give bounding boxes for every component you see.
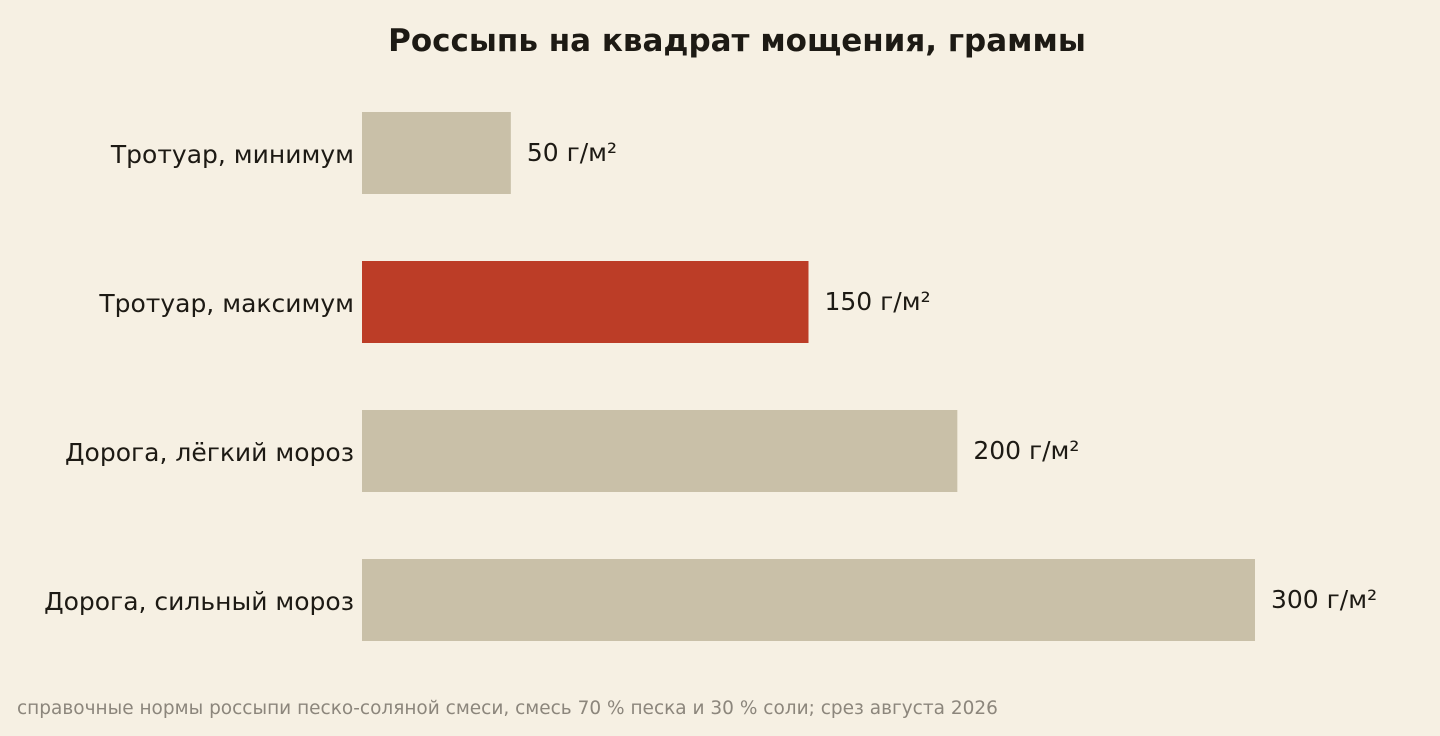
category-label: Тротуар, максимум [98, 289, 354, 318]
chart-footnote: справочные нормы россыпи песко-соляной с… [17, 698, 998, 719]
bar [362, 261, 809, 343]
bar [362, 559, 1255, 641]
category-label: Дорога, сильный мороз [44, 587, 354, 616]
bar-group: Тротуар, минимум 50 г/м² Тротуар, максимум… [44, 112, 1377, 641]
value-label: 200 г/м² [973, 436, 1079, 465]
bar [362, 112, 511, 194]
category-label: Дорога, лёгкий мороз [65, 438, 354, 467]
value-label: 300 г/м² [1271, 585, 1377, 614]
value-label: 50 г/м² [527, 138, 617, 167]
value-label: 150 г/м² [825, 287, 931, 316]
category-label: Тротуар, минимум [110, 140, 354, 169]
chart-title: Россыпь на квадрат мощения, граммы [388, 23, 1086, 59]
bar [362, 410, 958, 492]
